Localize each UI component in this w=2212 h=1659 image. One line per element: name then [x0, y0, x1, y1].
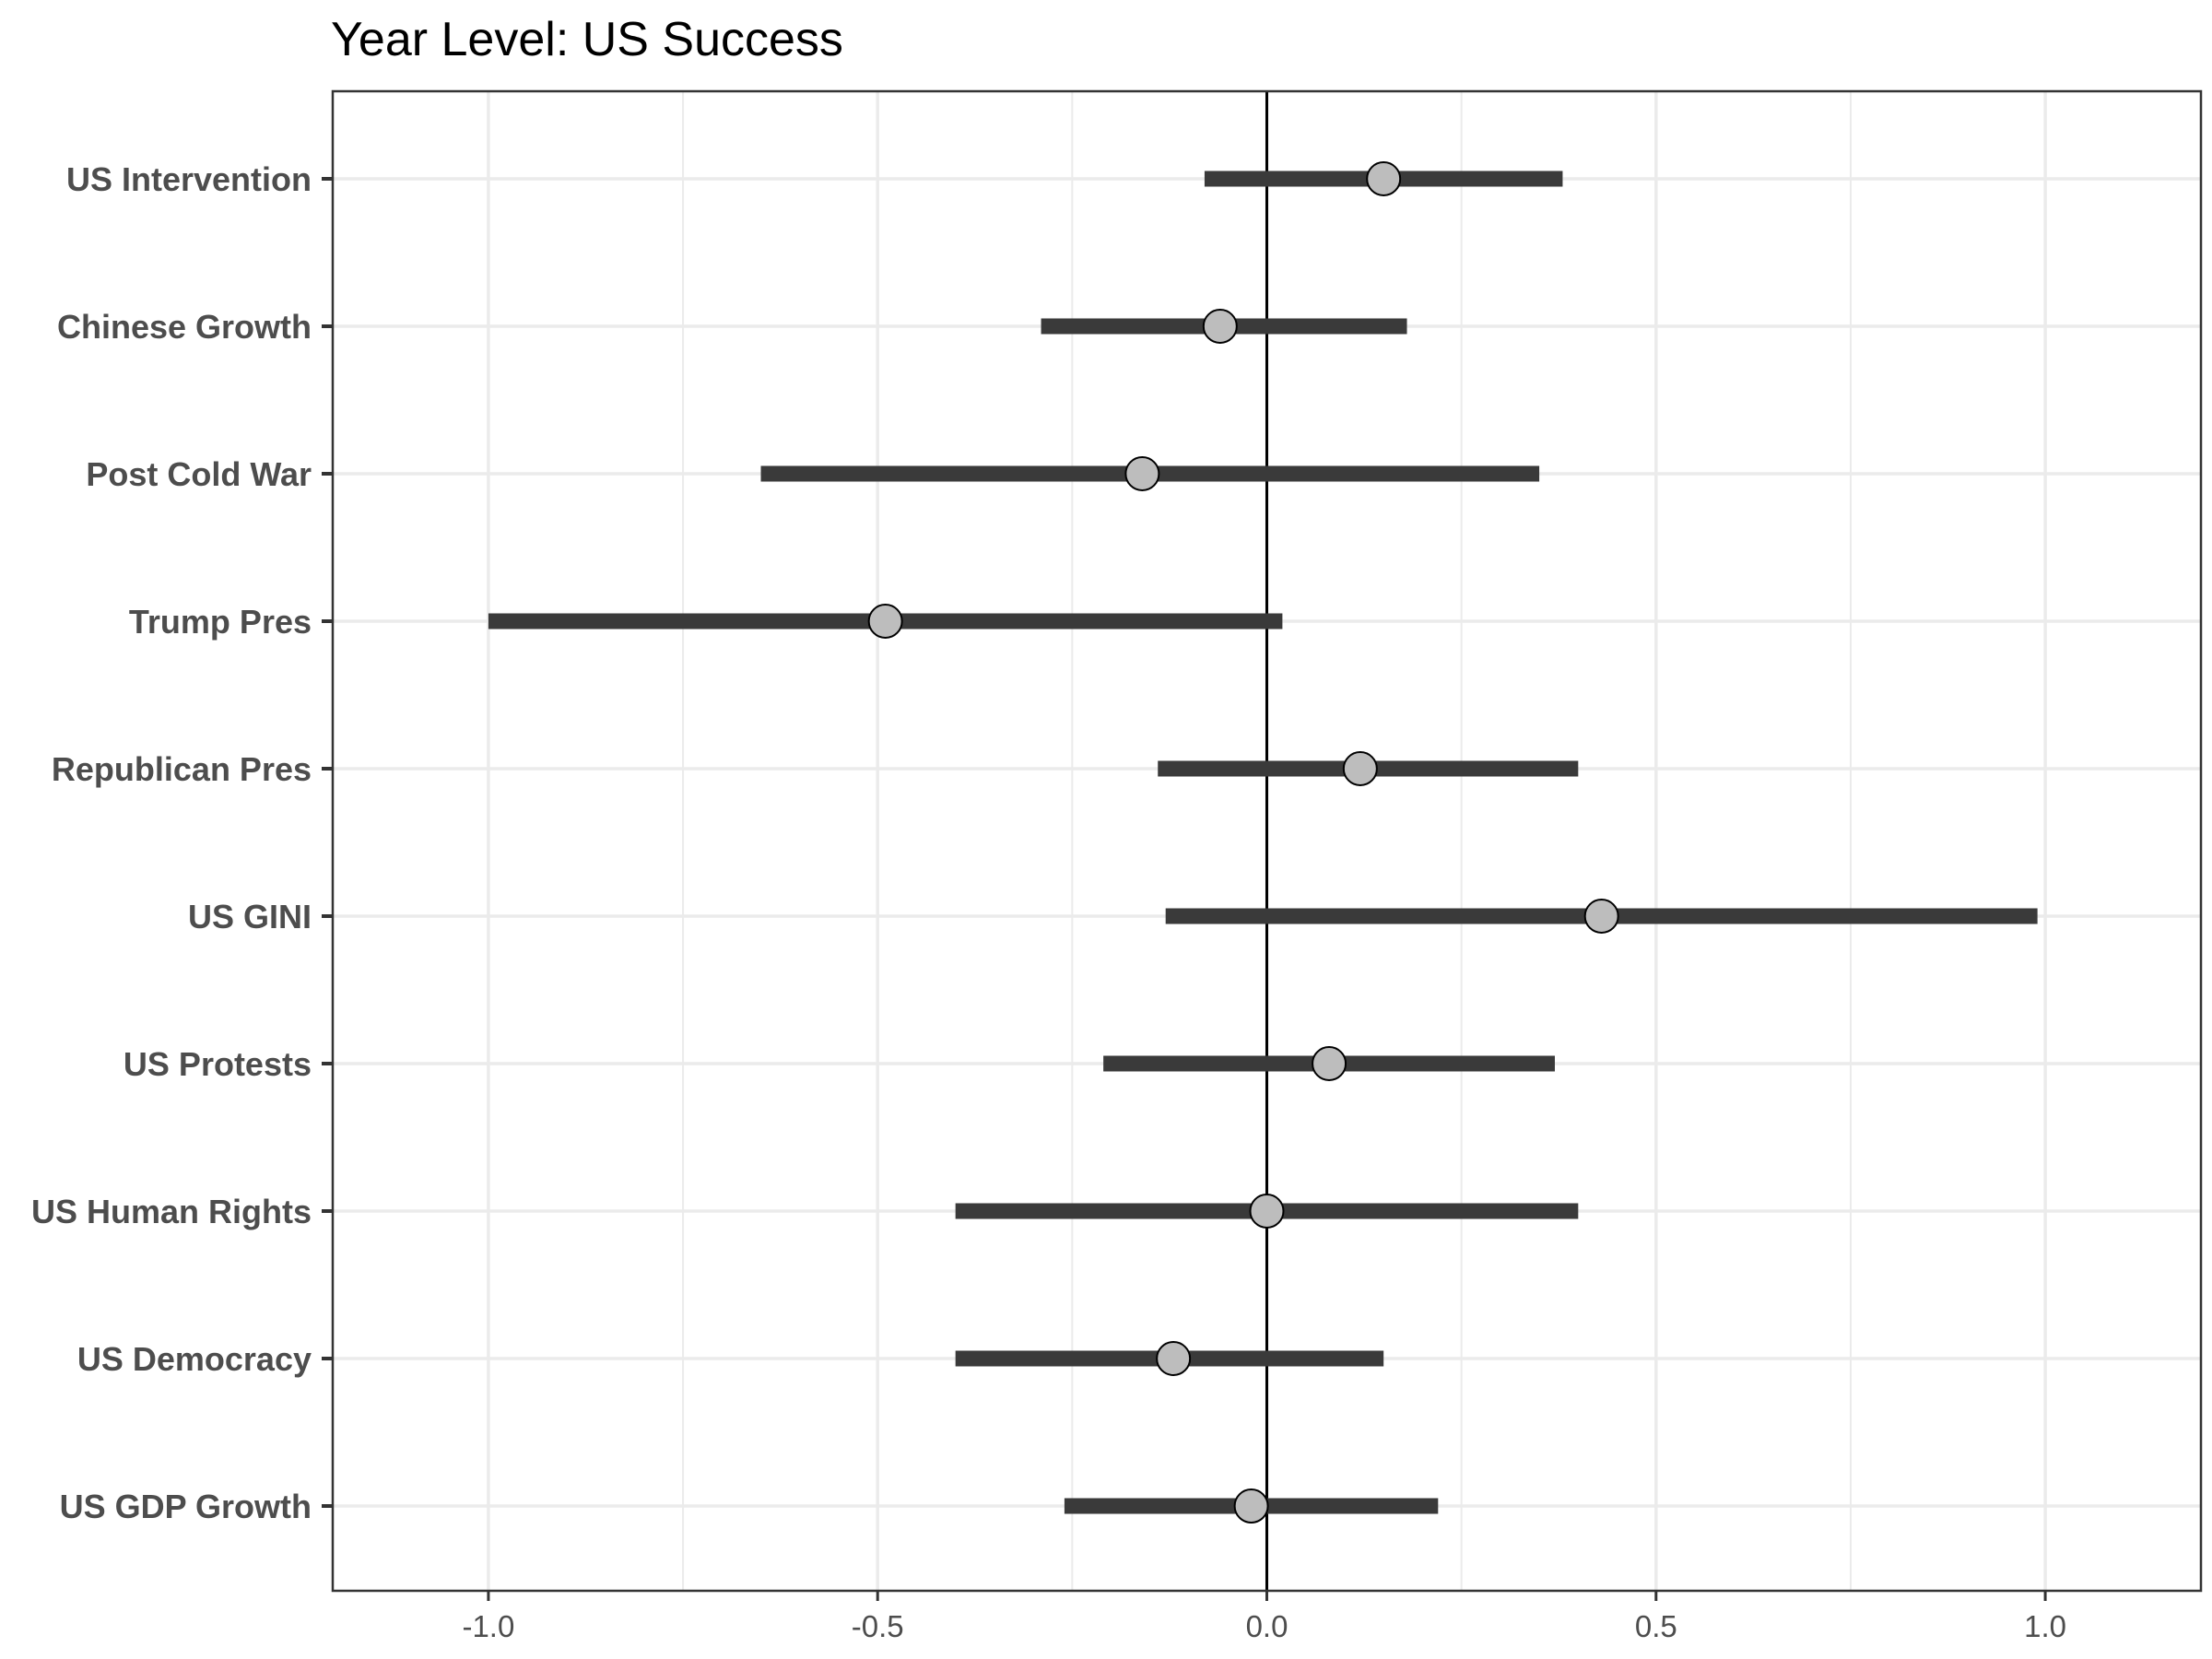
point-estimate	[1233, 1488, 1269, 1524]
point-estimate	[867, 604, 903, 639]
x-tick-label: -0.5	[852, 1609, 904, 1643]
point-estimate	[1342, 751, 1378, 786]
point-estimate	[1202, 309, 1238, 344]
x-tick-label: 1.0	[2024, 1609, 2066, 1643]
point-estimate	[1583, 899, 1619, 934]
chart-title: Year Level: US Success	[331, 13, 843, 66]
y-tick-label: US Intervention	[66, 160, 312, 198]
point-estimate	[1124, 456, 1160, 491]
point-estimate	[1249, 1194, 1285, 1229]
y-tick-label: Chinese Growth	[57, 308, 312, 346]
y-axis: US Intervention Chinese Growth Post Cold W…	[31, 160, 333, 1525]
x-tick-label: 0.0	[1246, 1609, 1288, 1643]
point-layer	[867, 161, 1619, 1524]
x-tick-label: -1.0	[462, 1609, 514, 1643]
point-estimate	[1156, 1341, 1192, 1376]
x-tick-label: 0.5	[1635, 1609, 1677, 1643]
y-tick-label: US GINI	[188, 898, 312, 935]
y-tick-label: US Democracy	[77, 1340, 312, 1378]
y-tick-label: US Human Rights	[31, 1193, 312, 1230]
point-estimate	[1366, 161, 1402, 196]
y-tick-label: Trump Pres	[129, 603, 312, 641]
y-tick-label: Republican Pres	[52, 750, 312, 788]
x-axis: -1.0 -0.5 0.0 0.5 1.0	[462, 1591, 2066, 1643]
y-tick-label: US Protests	[124, 1045, 312, 1083]
y-tick-label: Post Cold War	[86, 455, 312, 493]
y-tick-label: US GDP Growth	[60, 1488, 312, 1525]
point-estimate	[1312, 1046, 1347, 1081]
